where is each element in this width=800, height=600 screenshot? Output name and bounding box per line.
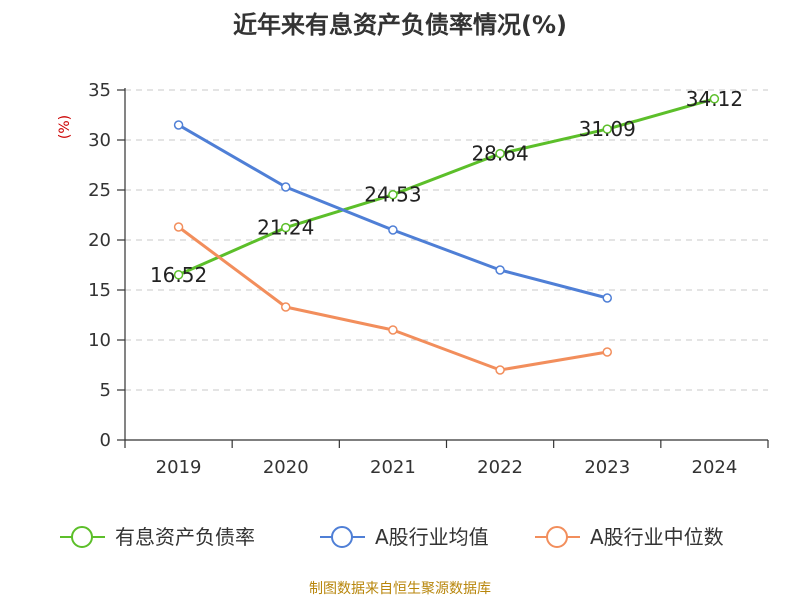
x-tick-label: 2024 xyxy=(692,457,738,478)
y-tick-label: 5 xyxy=(100,380,111,401)
series-line xyxy=(177,225,608,372)
data-labels: 16.52 21.24 24.53 28.64 31.09 34.12 xyxy=(150,87,743,287)
y-tick-label: 0 xyxy=(100,430,111,451)
legend-marker xyxy=(546,526,568,548)
legend: 有息资产负债率 A股行业均值 A股行业中位数 xyxy=(60,525,724,549)
y-tick-label: 10 xyxy=(88,330,111,351)
data-label: 28.64 xyxy=(471,142,528,166)
data-point xyxy=(173,270,184,280)
y-tick-label: 20 xyxy=(88,230,111,251)
source-note: 制图数据来自恒生聚源数据库 xyxy=(309,581,491,597)
series-1 xyxy=(173,120,612,303)
chart-title: 近年来有息资产负债率情况(%) xyxy=(233,11,567,39)
series-line xyxy=(177,123,608,300)
x-tick-label: 2020 xyxy=(263,457,309,478)
legend-label: 有息资产负债率 xyxy=(115,525,255,549)
y-tick-label: 25 xyxy=(88,180,111,201)
data-point xyxy=(709,94,720,104)
data-label: 34.12 xyxy=(686,87,743,111)
data-label: 21.24 xyxy=(257,216,314,240)
legend-marker xyxy=(331,526,353,548)
data-point xyxy=(388,325,398,335)
x-tick-label: 2019 xyxy=(156,457,202,478)
data-point xyxy=(495,265,505,275)
y-tick-label: 15 xyxy=(88,280,111,301)
axes: 0 5 10 15 20 25 30 35 2019 2020 2021 2022 2023 2024 xyxy=(88,80,769,478)
data-point xyxy=(281,222,291,233)
legend-item: A股行业均值 xyxy=(320,525,489,549)
data-point xyxy=(602,347,612,357)
y-axis-unit-label: (%) xyxy=(57,115,73,139)
legend-label: A股行业中位数 xyxy=(590,525,724,549)
y-tick-label: 35 xyxy=(88,80,111,101)
legend-marker xyxy=(71,526,93,548)
data-point xyxy=(602,293,612,303)
data-point xyxy=(173,120,184,130)
y-tick-label: 30 xyxy=(88,130,111,151)
legend-item: 有息资产负债率 xyxy=(60,525,255,549)
legend-label: A股行业均值 xyxy=(375,525,489,549)
data-point xyxy=(173,222,184,232)
series-lines xyxy=(173,94,720,375)
data-point xyxy=(388,225,398,235)
data-point xyxy=(495,365,505,375)
x-tick-label: 2023 xyxy=(584,457,630,478)
data-point xyxy=(602,124,612,134)
data-label: 24.53 xyxy=(364,183,421,207)
data-point xyxy=(388,189,398,200)
data-label: 31.09 xyxy=(579,117,636,141)
data-point xyxy=(281,182,291,192)
data-point xyxy=(281,302,291,312)
data-label: 16.52 xyxy=(150,263,207,287)
x-tick-label: 2021 xyxy=(370,457,416,478)
legend-item: A股行业中位数 xyxy=(535,525,724,549)
series-0 xyxy=(173,94,720,280)
grid-lines xyxy=(125,89,768,391)
series-line xyxy=(177,97,715,277)
data-point xyxy=(495,148,505,159)
x-tick-label: 2022 xyxy=(477,457,523,478)
series-2 xyxy=(173,222,612,375)
